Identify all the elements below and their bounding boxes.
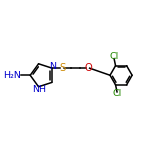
Text: S: S: [59, 63, 65, 73]
Text: NH: NH: [32, 85, 46, 94]
Text: O: O: [84, 63, 92, 73]
Text: N: N: [49, 62, 56, 71]
Text: Cl: Cl: [113, 89, 122, 98]
Text: H₂N: H₂N: [3, 71, 21, 80]
Text: Cl: Cl: [109, 52, 118, 61]
